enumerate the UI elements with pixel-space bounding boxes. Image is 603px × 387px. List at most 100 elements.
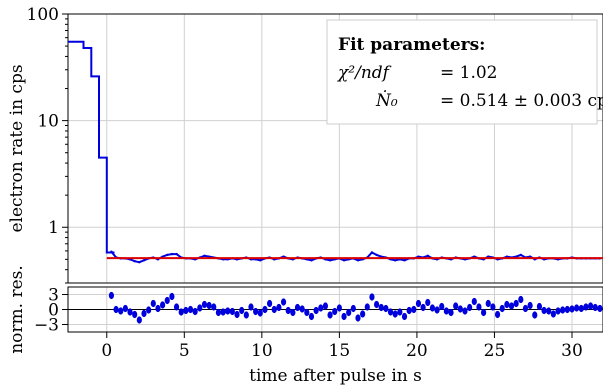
residual-point xyxy=(480,308,487,317)
y-tick-label: 0 xyxy=(48,301,59,321)
residual-point xyxy=(439,302,445,311)
residual-point xyxy=(266,299,273,308)
residual-point xyxy=(257,309,263,317)
residual-point xyxy=(587,302,594,310)
residual-point xyxy=(187,305,194,314)
x-axis-label: time after pulse in s xyxy=(249,366,422,386)
residual-point xyxy=(150,299,156,308)
rate-point xyxy=(356,259,360,262)
residual-point xyxy=(159,301,166,309)
residual-point xyxy=(360,310,366,318)
residual-point xyxy=(490,303,496,311)
residual-point xyxy=(197,304,203,312)
rate-point xyxy=(133,260,136,263)
residual-point xyxy=(136,316,142,324)
rate-point xyxy=(142,259,146,262)
residual-point xyxy=(560,306,566,314)
rate-point xyxy=(403,259,406,262)
rate-point xyxy=(370,251,374,254)
residual-point xyxy=(397,308,403,316)
residual-point xyxy=(508,302,515,310)
fit-box-title: Fit parameters: xyxy=(338,35,485,55)
residual-point xyxy=(541,306,547,315)
rate-point xyxy=(328,259,332,262)
residual-point xyxy=(369,293,375,301)
rate-point xyxy=(170,252,174,256)
x-tick-label: 0 xyxy=(101,341,112,361)
residual-point xyxy=(183,306,189,315)
residual-point xyxy=(434,306,440,314)
residual-point xyxy=(499,304,505,313)
chi2-label: χ²/ndf xyxy=(337,63,392,83)
residual-point xyxy=(429,304,436,312)
residual-point xyxy=(313,306,319,315)
residual-point xyxy=(336,304,342,312)
x-tick-label: 15 xyxy=(329,341,351,361)
residual-point xyxy=(453,302,459,310)
y-tick-label: 1 xyxy=(48,218,59,238)
residual-point xyxy=(494,310,501,319)
y-tick-label: 100 xyxy=(27,5,59,25)
rate-panel-frame xyxy=(67,13,603,284)
residual-point xyxy=(280,298,287,306)
rate-point xyxy=(259,259,262,262)
residual-point xyxy=(350,304,356,313)
residual-point xyxy=(387,308,394,316)
residual-point xyxy=(229,307,235,316)
residual-point xyxy=(536,302,543,311)
fit-parameters-box: Fit parameters: χ²/ndf = 1.02 Ṅ₀ = 0.514… xyxy=(326,19,603,125)
residual-point xyxy=(308,312,315,321)
residual-point xyxy=(378,303,384,312)
rate-point xyxy=(138,261,141,264)
residual-point xyxy=(364,303,370,311)
residual-point xyxy=(285,306,291,315)
residual-point xyxy=(420,303,426,312)
rate-point xyxy=(203,254,206,257)
residual-point xyxy=(411,305,417,314)
residual-point xyxy=(373,300,380,309)
residual-point xyxy=(550,310,556,318)
residual-point xyxy=(173,303,180,311)
residual-point xyxy=(392,310,398,318)
residual-point xyxy=(211,303,217,311)
residual-point xyxy=(132,310,138,319)
rate-point xyxy=(110,250,113,253)
residual-point xyxy=(532,311,538,319)
residual-point xyxy=(448,308,454,317)
residual-point xyxy=(443,307,449,315)
residual-point xyxy=(299,305,305,313)
residual-point xyxy=(546,307,552,315)
residual-point xyxy=(415,299,422,308)
residual-point xyxy=(276,303,282,312)
chi2-value: = 1.02 xyxy=(440,63,498,83)
residual-point xyxy=(220,308,226,316)
x-tick-label: 20 xyxy=(406,341,428,361)
residual-point xyxy=(597,304,603,313)
pulse-step-series xyxy=(68,40,115,254)
residual-point xyxy=(271,305,277,314)
residual-point xyxy=(155,304,161,313)
residual-point xyxy=(332,307,338,316)
residual-point xyxy=(383,304,389,313)
rate-point xyxy=(166,253,169,257)
residual-point xyxy=(178,308,184,316)
residual-point xyxy=(215,308,222,317)
rate-point xyxy=(375,253,378,257)
residual-point xyxy=(322,302,329,310)
rate-value: = 0.514 ± 0.003 cps xyxy=(440,91,603,111)
rate-label: Ṅ₀ xyxy=(375,90,398,111)
residual-point xyxy=(592,303,598,312)
x-tick-label: 30 xyxy=(561,341,583,361)
residual-point xyxy=(169,292,175,301)
residual-point xyxy=(401,312,408,321)
residual-point xyxy=(164,296,170,305)
y-tick-label: 10 xyxy=(37,112,59,132)
residual-point xyxy=(485,299,491,308)
x-tick-label: 25 xyxy=(484,341,506,361)
residual-point xyxy=(406,306,412,315)
fit-box-frame xyxy=(326,19,598,125)
residual-point xyxy=(327,311,333,319)
residual-point xyxy=(248,303,254,311)
residual-point xyxy=(504,300,510,309)
residual-point xyxy=(290,308,296,317)
